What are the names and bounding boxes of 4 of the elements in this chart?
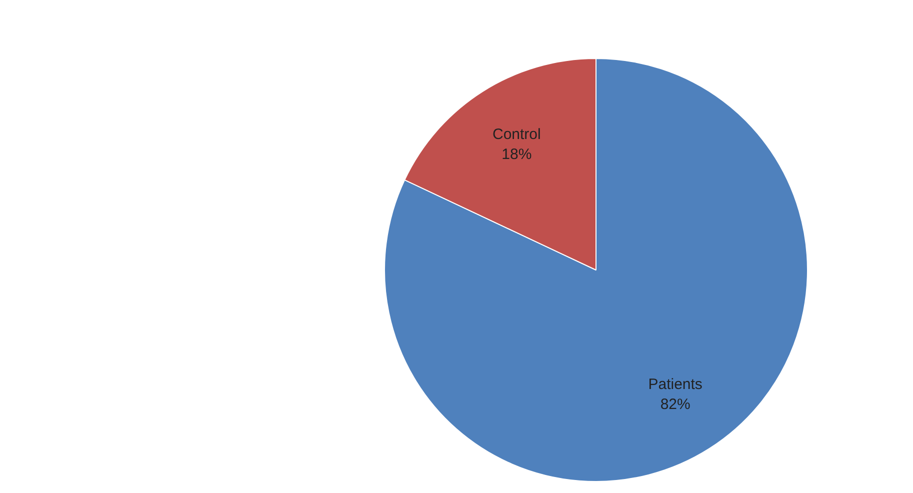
data-label: 18%: [502, 146, 532, 164]
slice-label: Control: [492, 126, 541, 144]
data-label: 82%: [660, 396, 690, 414]
slice-label: Patients: [648, 376, 702, 394]
